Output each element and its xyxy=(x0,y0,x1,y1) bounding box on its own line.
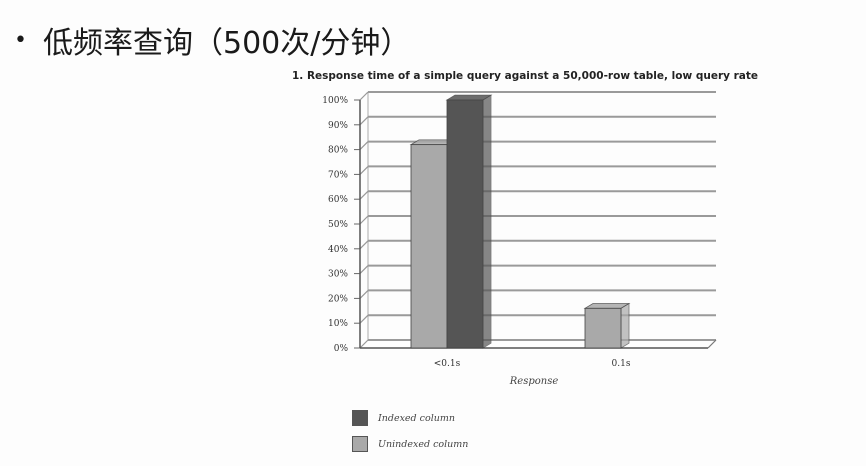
gridline-depth xyxy=(359,265,369,275)
y-tick-label: 0% xyxy=(334,344,349,354)
y-tick-label: 100% xyxy=(322,96,348,106)
y-tick-label: 80% xyxy=(328,146,348,156)
y-tick-label: 70% xyxy=(328,170,348,180)
gridline-depth xyxy=(359,215,369,225)
bar-0-1 xyxy=(446,99,484,349)
bullet-point: • xyxy=(14,27,27,53)
x-axis-label: Response xyxy=(509,376,559,387)
bar-side-0-1 xyxy=(482,94,492,349)
gridline-depth xyxy=(359,165,369,175)
legend-item-unindexed: Unindexed column xyxy=(352,436,468,452)
bar-0-0 xyxy=(410,144,448,349)
y-tick-label: 30% xyxy=(328,270,348,280)
legend-item-indexed: Indexed column xyxy=(352,410,468,426)
legend-label-indexed: Indexed column xyxy=(378,412,455,424)
gridline-depth xyxy=(359,339,369,349)
slide-title: • 低频率查询（500次/分钟） xyxy=(14,18,410,62)
gridline-depth xyxy=(359,190,369,200)
legend-swatch-unindexed xyxy=(352,436,368,452)
y-tick-label: 50% xyxy=(328,220,348,230)
x-axis-depth xyxy=(707,339,717,349)
y-tick-label: 40% xyxy=(328,245,348,255)
legend-label-unindexed: Unindexed column xyxy=(378,438,469,450)
gridline-depth xyxy=(359,240,369,250)
y-tick-label: 20% xyxy=(328,294,348,304)
bar-chart: 0% 10% 20% 30% 40% 50% 60% 70% 80% 90% 100% <0.1s 0.… xyxy=(322,91,717,387)
legend-swatch-indexed xyxy=(352,410,368,426)
gridline-depth xyxy=(359,289,369,299)
gridline-depth xyxy=(359,116,369,126)
bar-1-0 xyxy=(584,307,622,349)
y-tick-label: 90% xyxy=(328,121,348,131)
x-tick-label: <0.1s xyxy=(434,359,461,369)
gridline-depth xyxy=(359,314,369,324)
gridline-depth xyxy=(359,91,369,101)
chart-title: 1. Response time of a simple query again… xyxy=(292,70,759,82)
chart-legend: Indexed column Unindexed column xyxy=(352,410,468,462)
y-tick-label: 10% xyxy=(328,319,348,329)
gridline-depth xyxy=(359,141,369,151)
x-tick-label: 0.1s xyxy=(612,359,631,369)
slide-title-text: 低频率查询（500次/分钟） xyxy=(42,26,411,61)
bar-side-1-0 xyxy=(620,302,630,349)
y-tick-label: 60% xyxy=(328,195,348,205)
